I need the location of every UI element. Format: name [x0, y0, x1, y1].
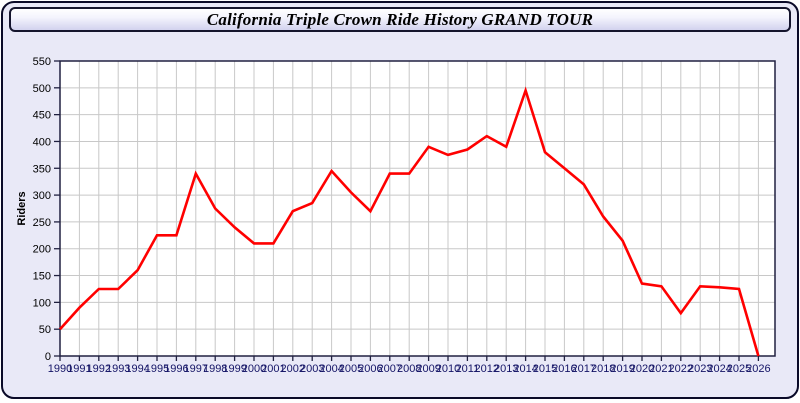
- y-axis-label: 150: [33, 271, 51, 283]
- y-axis-label: 300: [33, 190, 51, 202]
- y-axis-label: 550: [33, 56, 51, 68]
- y-axis-label: 250: [33, 217, 51, 229]
- plot-area: [60, 61, 775, 356]
- x-axis-label: 2026: [746, 363, 770, 375]
- y-axis-label: 50: [39, 324, 51, 336]
- y-axis-label: 500: [33, 83, 51, 95]
- y-axis-label: 400: [33, 136, 51, 148]
- y-axis-title: Riders: [16, 191, 28, 225]
- y-axis-label: 0: [45, 351, 51, 363]
- y-axis-label: 100: [33, 297, 51, 309]
- y-axis-label: 450: [33, 110, 51, 122]
- ride-history-line-chart: 1990199119921993199419951996199719981999…: [3, 3, 800, 403]
- y-axis-label: 350: [33, 163, 51, 175]
- y-axis-label: 200: [33, 244, 51, 256]
